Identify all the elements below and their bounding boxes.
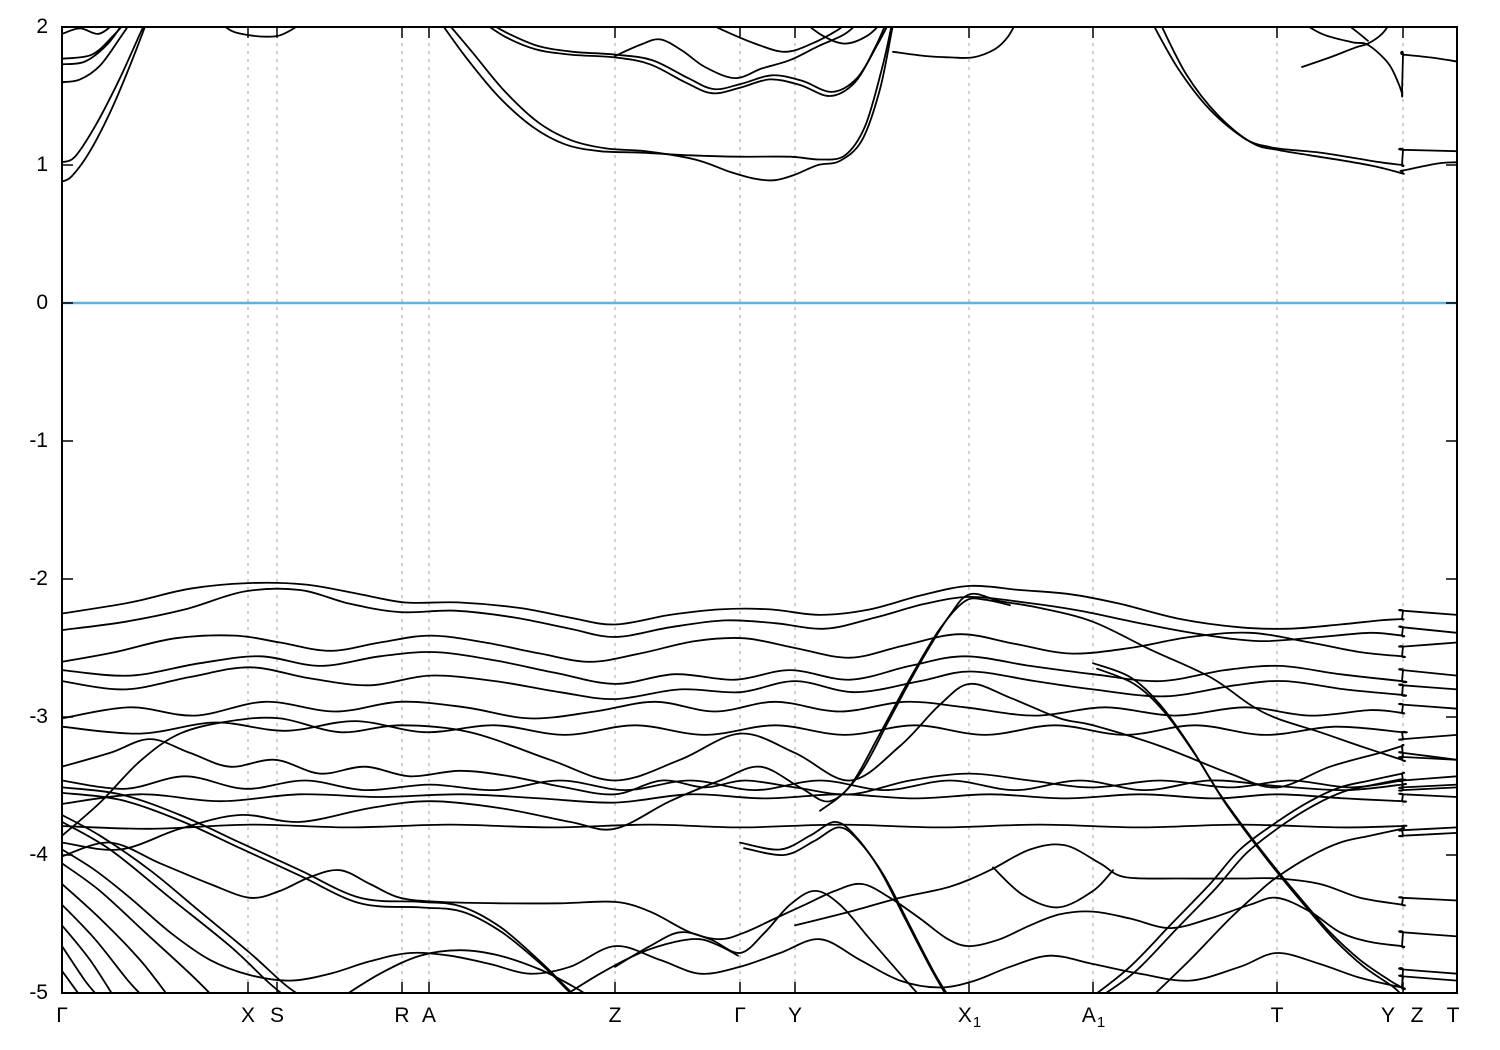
- band-v27a: [739, 821, 946, 993]
- band-c6: [62, 27, 112, 35]
- band-v1: [62, 581, 1457, 630]
- band-c14b: [1161, 27, 1457, 175]
- band-v2: [62, 587, 1457, 643]
- band-v32: [62, 775, 1457, 792]
- band-v24a: [1092, 662, 1457, 990]
- band-c9: [614, 27, 855, 80]
- band-c15: [1307, 27, 1457, 98]
- band-v13: [62, 862, 211, 993]
- band-v10: [62, 792, 1457, 805]
- band-c12b: [449, 27, 894, 182]
- y-axis-label-0: 0: [36, 291, 48, 314]
- x-axis-label-x1: X1: [957, 1004, 982, 1031]
- band-v21b: [62, 792, 573, 993]
- band-v3: [62, 631, 1457, 663]
- band-c8a: [488, 27, 886, 97]
- band-v24b: [1096, 667, 1401, 993]
- x-axis-label-y: Y: [787, 1004, 802, 1027]
- band-v31: [62, 738, 1457, 796]
- band-v20: [62, 821, 283, 993]
- x-axis-label-x: X: [240, 1004, 255, 1027]
- x-axis-label-t-right: T: [1446, 1004, 1460, 1027]
- band-v27b: [743, 826, 948, 993]
- band-v11: [62, 823, 1457, 832]
- band-v28: [614, 890, 919, 993]
- x-axis-label-t: T: [1270, 1004, 1284, 1027]
- band-v4: [62, 651, 1457, 685]
- y-axis-label--2: -2: [29, 567, 48, 590]
- x-axis-label-gamma-mid: Γ: [734, 1004, 746, 1027]
- band-c8b: [494, 27, 888, 93]
- band-v9b: [819, 597, 1011, 812]
- x-axis-label-z-right: Z: [1410, 1004, 1424, 1027]
- band-v5: [62, 666, 1457, 701]
- band-v21a: [62, 786, 574, 993]
- x-axis-label-gamma-left: Γ: [56, 1004, 68, 1027]
- x-axis-label-s: S: [269, 1004, 284, 1027]
- band-c3: [62, 27, 129, 84]
- band-c2: [62, 27, 145, 164]
- x-axis-label-x1-subscript: 1: [972, 1014, 982, 1031]
- x-axis-label-a: A: [421, 1004, 436, 1027]
- band-c12a: [442, 27, 893, 161]
- band-v29: [346, 949, 586, 993]
- y-axis-label--5: -5: [29, 981, 48, 1004]
- band-v23b: [992, 866, 1114, 909]
- band-c17: [1349, 27, 1369, 42]
- band-v25b: [1104, 778, 1403, 993]
- band-c7: [223, 27, 298, 38]
- band-c1: [62, 27, 146, 183]
- band-v8: [62, 682, 1457, 837]
- band-v12: [62, 848, 1457, 991]
- y-axis-label--4: -4: [29, 843, 48, 866]
- x-axis-label-a1-subscript: 1: [1096, 1014, 1106, 1031]
- y-axis-label--3: -3: [29, 705, 48, 728]
- band-v18: [62, 970, 80, 993]
- band-v30: [567, 938, 739, 993]
- band-v7: [62, 720, 1457, 741]
- band-c16: [1301, 27, 1389, 68]
- bands-group: [62, 27, 1457, 993]
- x-axis-label-z: Z: [608, 1004, 622, 1027]
- band-v14: [62, 883, 167, 993]
- band-c10: [714, 27, 844, 53]
- x-axis-label-r: R: [394, 1004, 410, 1027]
- band-v23a: [794, 843, 1457, 927]
- band-v22: [62, 841, 1457, 949]
- band-v17: [62, 945, 97, 993]
- band-c5: [62, 27, 123, 60]
- band-c13: [892, 27, 1015, 59]
- band-v26: [1154, 827, 1457, 993]
- x-axis-label-y-right: Y: [1380, 1004, 1395, 1027]
- y-axis-label-2: 2: [36, 15, 48, 38]
- band-v9a: [62, 592, 1457, 851]
- band-v16: [62, 924, 113, 993]
- band-v6: [62, 700, 1457, 720]
- plot-border: [61, 26, 1458, 994]
- y-axis-label-1: 1: [36, 153, 48, 176]
- y-axis-label--1: -1: [29, 429, 48, 452]
- band-v25a: [1095, 771, 1457, 993]
- band-v19: [62, 814, 298, 993]
- x-axis-label-a1: A1: [1081, 1004, 1106, 1031]
- band-c11: [808, 27, 879, 45]
- band-c14a: [1153, 27, 1457, 168]
